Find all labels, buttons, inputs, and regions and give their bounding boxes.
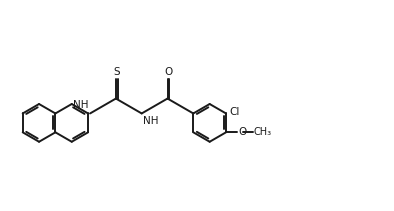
Text: NH: NH <box>143 116 158 126</box>
Text: O: O <box>238 127 246 137</box>
Text: NH: NH <box>72 100 88 111</box>
Text: Cl: Cl <box>229 107 240 118</box>
Text: O: O <box>164 67 173 77</box>
Text: S: S <box>113 67 120 77</box>
Text: CH₃: CH₃ <box>254 127 272 137</box>
